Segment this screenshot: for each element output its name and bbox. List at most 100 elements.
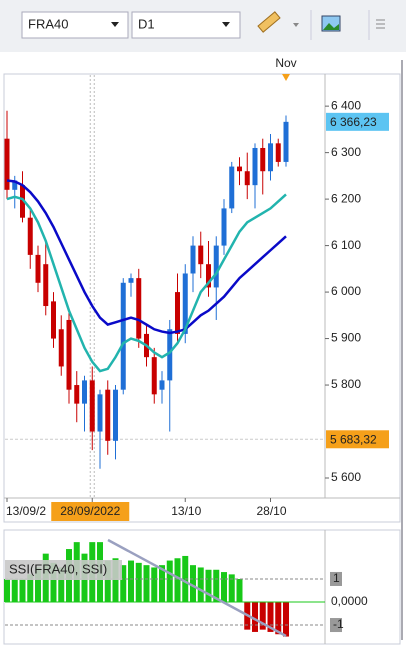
y-tick-label: -1 [333,617,344,631]
candle-body [190,245,196,274]
candle-body [237,166,242,172]
candle-body [213,245,219,288]
candle-body [74,385,80,404]
x-tick-label: 13/09/2 [6,504,46,518]
histogram-bar [19,578,26,603]
histogram-bar [159,565,165,603]
candle-body [268,143,273,172]
candle-body [105,389,111,441]
menu-button[interactable] [376,19,385,29]
histogram-bar [213,569,220,603]
x-tick-label: 28/09/2022 [60,504,120,518]
candle-body [27,217,33,255]
price-label-box [326,112,389,131]
candle-body [283,121,289,162]
histogram-bar [221,572,227,603]
histogram-bar [151,567,158,603]
candle-body [229,166,235,209]
y-tick-label: 0,0000 [331,594,368,608]
histogram-bar [104,560,111,603]
timeframe: D1 [138,16,155,31]
histogram-bar [4,578,10,603]
y-tick-label: 6 200 [331,191,361,205]
top-label: Nov [275,56,296,70]
histogram-bar [50,562,57,603]
y-tick-label: 5 600 [331,470,361,484]
candle-body [136,278,142,339]
y-tick-label: 6 400 [331,98,361,112]
candle-body [221,208,227,246]
histogram-bar [275,602,282,635]
histogram-bar [174,558,181,603]
candle-body [167,329,173,381]
candle-body [198,245,204,265]
indicator-label: SSI(FRA40, SSI) [9,561,107,576]
candle-body [175,292,180,334]
top-marker [282,74,290,81]
y-tick-label: 6 000 [331,284,361,298]
histogram-bar [135,562,142,603]
histogram-bar [228,574,235,603]
histogram-bar [252,602,258,632]
candle-body [35,254,41,283]
price-label-box [326,430,389,449]
histogram-bar [259,602,266,630]
dropdown-arrow [293,23,299,27]
histogram-bar [190,565,196,603]
histogram-bar [58,567,65,603]
candle-body [113,389,118,441]
candle-body [151,357,157,395]
indicator-label-box [5,560,122,580]
candle-body [182,273,188,334]
histogram-bar [236,578,243,603]
date-highlight [51,502,130,521]
candle-body [43,264,49,307]
histogram-bar [267,602,274,632]
candle-body [275,143,281,162]
x-tick-label: 28/10 [257,504,287,518]
image-button[interactable] [321,15,341,32]
y-tick-label: 6 100 [331,238,361,252]
histogram-bar [205,569,212,603]
price-label: 6 366,23 [330,115,377,129]
moving-average [6,193,287,373]
level-box [330,618,342,633]
histogram-bar [11,578,18,603]
histogram-bar [166,560,173,603]
candle-body [20,185,25,218]
y-tick-label: 5 800 [331,377,361,391]
candle-body [128,278,134,283]
candle-body [82,380,87,404]
ruler-button[interactable] [257,11,281,33]
dropdown-arrow [222,22,230,27]
candle-body [97,394,103,432]
candle-body [51,301,56,339]
candle-body [4,138,10,190]
x-tick-label: 13/10 [171,504,201,518]
trend-line [107,538,287,638]
candle-body [66,319,72,390]
y-tick-label: 6 300 [331,145,361,159]
histogram-bar [197,567,204,603]
histogram-bar [283,602,289,637]
histogram-bar [128,560,134,603]
histogram-bar [35,567,41,603]
level-box [330,571,342,586]
histogram-bar [143,565,150,603]
moving-average [6,179,287,335]
histogram-bar [120,565,127,603]
y-tick-label: 5 900 [331,331,361,345]
y-tick-label: 1 [333,571,340,585]
timeframe-dropdown[interactable] [131,11,241,39]
candle-body [260,147,266,172]
symbol-dropdown[interactable] [21,11,129,39]
price-label: 5 683,32 [330,432,377,446]
dropdown-arrow [111,22,119,27]
candle-body [58,329,64,367]
histogram-bar [112,558,119,603]
candle-body [89,380,95,432]
candle-body [120,282,126,390]
candle-body [252,147,258,186]
candle-body [159,380,165,390]
